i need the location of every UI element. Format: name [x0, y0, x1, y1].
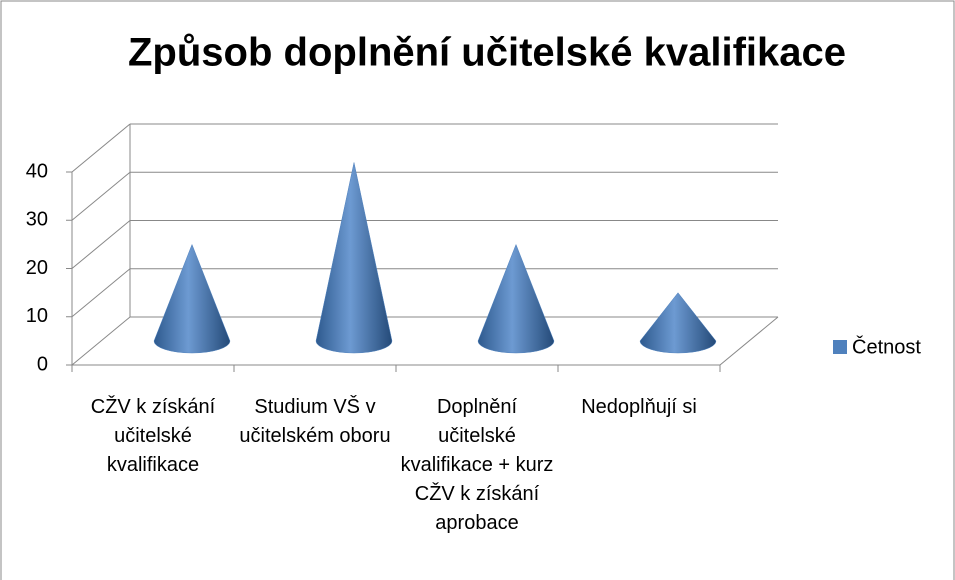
- cone: [315, 162, 393, 354]
- y-tick-label: 40: [26, 160, 48, 182]
- cone: [639, 292, 717, 354]
- y-tick-label: 30: [26, 209, 48, 231]
- grid-line: [71, 220, 131, 269]
- legend-swatch: [833, 340, 847, 354]
- x-tick-label: CŽV k získání učitelské kvalifikace: [90, 396, 216, 476]
- floor-edge: [719, 316, 779, 366]
- cone: [153, 243, 231, 354]
- grid-line: [71, 171, 131, 221]
- x-tick-label: Nedoplňují si: [581, 396, 697, 418]
- grid-line: [71, 123, 131, 173]
- grid-line: [71, 268, 131, 318]
- cone: [477, 243, 555, 354]
- x-tick-label: Studium VŠ v učitelském oboru: [239, 396, 391, 447]
- legend-label: Četnost: [852, 335, 921, 358]
- y-tick-label: 0: [37, 353, 48, 375]
- y-tick-label: 20: [26, 257, 48, 279]
- y-tick-label: 10: [26, 305, 48, 327]
- x-tick-label: Doplnění učitelské kvalifikace + kurz CŽ…: [400, 396, 554, 534]
- grid-line: [71, 316, 131, 366]
- chart-title: Způsob doplnění učitelské kvalifikace: [128, 31, 846, 75]
